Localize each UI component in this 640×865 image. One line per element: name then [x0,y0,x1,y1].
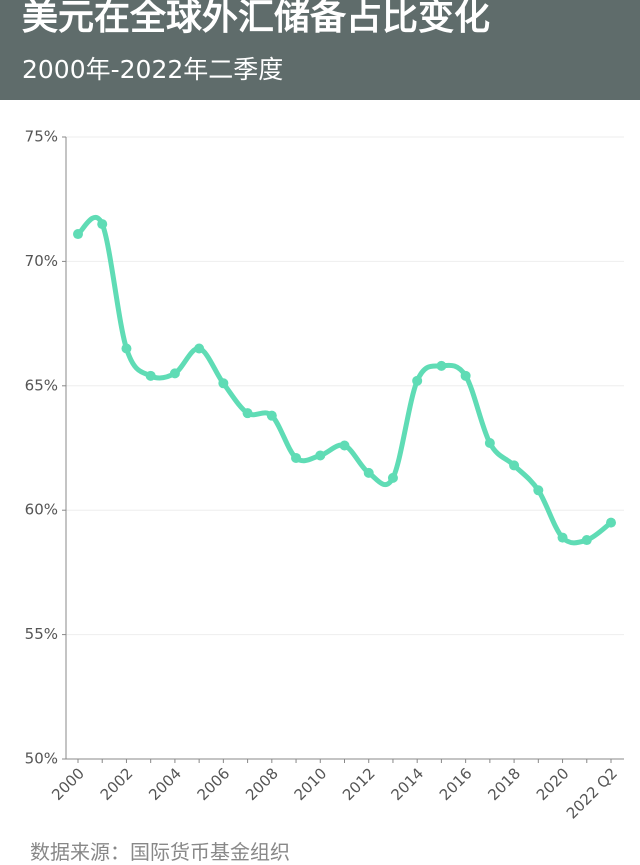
point [606,517,616,528]
point [412,375,423,386]
y-tick-label: 60% [25,501,58,519]
chart-title: 美元在全球外汇储备占比变化 [22,0,491,38]
x-tick-label: 2018 [484,764,524,804]
point [436,360,447,371]
point [387,472,398,483]
point [242,408,253,419]
x-tick-label: 2010 [291,764,331,804]
line [76,214,613,546]
point [218,378,229,389]
point [363,467,374,478]
source-note: 数据来源：国际货币基金组织 [30,840,290,864]
point [533,485,544,496]
point [557,532,568,543]
y-tick-label: 70% [25,252,58,270]
x-tick-label: 2012 [339,764,379,804]
y-tick-label: 50% [25,750,58,768]
x-tick-label: 2022 Q2 [563,764,621,822]
y-tick-label: 55% [25,625,58,643]
point [97,219,108,230]
y-tick-label: 65% [25,376,58,394]
chart-subtitle: 2000年-2022年二季度 [22,55,284,84]
point [291,452,302,463]
point [339,440,350,451]
x-tick-label: 2000 [48,764,88,804]
point [73,229,83,240]
x-tick-label: 2008 [242,764,282,804]
x-tick-label: 2016 [436,764,476,804]
x-tick-label: 2004 [145,764,185,804]
point [194,343,205,354]
x-tick-label: 2006 [194,764,234,804]
x-tick-label: 2020 [533,764,573,804]
point [145,370,156,381]
point [266,410,277,421]
y-tick-label: 75% [25,128,58,146]
point [315,450,326,461]
header: 美元在全球外汇储备占比变化 2000年-2022年二季度 [0,0,640,100]
x-tick-label: 2002 [97,764,137,804]
point [460,370,471,381]
x-tick-label: 2014 [387,764,427,804]
point [581,535,592,546]
point [169,368,180,379]
point [484,438,495,449]
point [121,343,132,354]
point [509,460,520,471]
